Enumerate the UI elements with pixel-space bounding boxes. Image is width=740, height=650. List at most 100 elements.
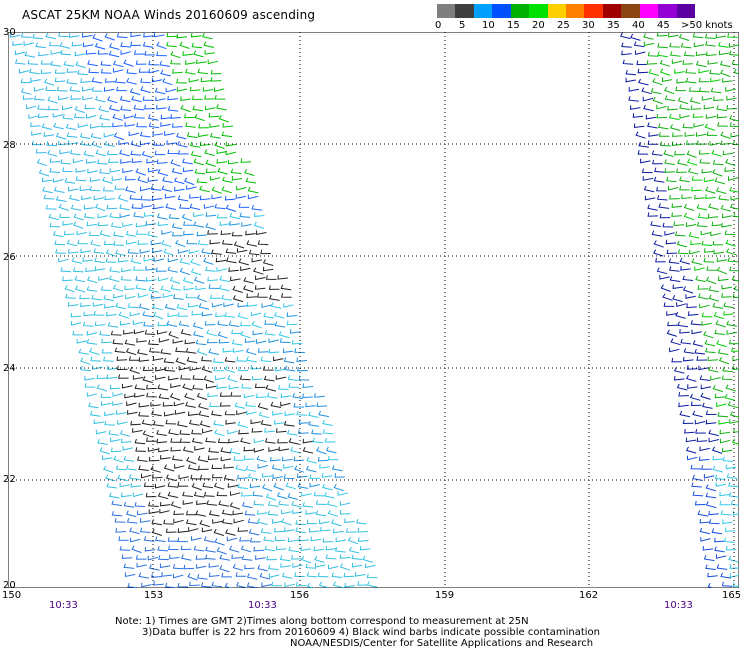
wind-barb xyxy=(231,339,243,346)
wind-barb xyxy=(125,186,136,193)
wind-barb xyxy=(168,429,179,436)
wind-barb xyxy=(246,302,258,307)
wind-barb xyxy=(213,528,225,536)
wind-barb xyxy=(141,582,152,588)
wind-barb xyxy=(153,141,164,146)
wind-barb xyxy=(123,501,135,508)
wind-barb xyxy=(715,320,726,328)
wind-barb xyxy=(283,420,295,427)
wind-barb xyxy=(141,419,153,426)
wind-barb xyxy=(133,104,145,111)
wind-barb xyxy=(185,519,197,526)
wind-barb xyxy=(229,491,241,496)
wind-barb xyxy=(126,240,137,245)
wind-barb xyxy=(173,401,185,407)
wind-barb xyxy=(206,329,217,337)
wind-barb xyxy=(126,464,137,471)
wind-barb xyxy=(659,213,671,219)
wind-barb xyxy=(159,60,170,67)
wind-barb xyxy=(125,230,137,237)
wind-barb xyxy=(719,429,731,435)
wind-barb xyxy=(686,455,698,461)
wind-barb xyxy=(700,537,711,542)
wind-barb xyxy=(119,213,131,219)
wind-barb xyxy=(127,303,139,308)
wind-barb xyxy=(699,158,711,164)
wind-barb xyxy=(54,77,66,83)
wind-barb xyxy=(331,572,343,578)
wind-barb xyxy=(174,410,186,415)
wind-barb xyxy=(313,546,325,552)
wind-barb xyxy=(253,438,265,444)
wind-barb xyxy=(246,356,257,363)
wind-barb xyxy=(43,132,55,137)
wind-barb xyxy=(130,482,142,488)
wind-barb xyxy=(262,266,274,272)
wind-barb xyxy=(121,492,132,498)
wind-barb xyxy=(48,213,60,221)
wind-barb xyxy=(180,104,191,113)
wind-barb xyxy=(169,393,181,401)
wind-barb xyxy=(203,491,215,497)
wind-barb xyxy=(647,122,658,129)
wind-barb xyxy=(232,563,244,571)
wind-barb xyxy=(91,294,103,301)
wind-barb xyxy=(270,401,282,408)
wind-barb xyxy=(220,230,232,236)
wind-barb xyxy=(291,501,302,508)
wind-barb xyxy=(191,42,203,49)
wind-barb xyxy=(251,257,262,263)
wind-barb xyxy=(339,554,351,559)
wind-barb xyxy=(690,320,702,326)
wind-barb xyxy=(729,339,739,345)
wind-barb xyxy=(732,510,739,516)
wind-barb xyxy=(143,32,154,38)
wind-barb xyxy=(645,114,657,120)
wind-barb xyxy=(74,105,85,114)
legend-label: 20 xyxy=(532,20,545,31)
wind-barb xyxy=(100,60,112,66)
wind-barb xyxy=(200,582,212,588)
wind-barb xyxy=(237,421,248,428)
wind-barb xyxy=(725,87,736,92)
wind-barb xyxy=(159,455,171,460)
wind-barb xyxy=(652,159,663,165)
wind-barb xyxy=(131,545,142,554)
wind-barb xyxy=(47,105,59,111)
wind-barb xyxy=(675,311,686,319)
wind-barb xyxy=(214,429,225,437)
legend-color-swatch xyxy=(437,4,456,18)
wind-barb xyxy=(729,573,739,578)
wind-barb xyxy=(238,203,250,208)
wind-barb xyxy=(700,230,712,236)
wind-barb xyxy=(89,177,101,182)
wind-barb xyxy=(214,141,225,149)
time-label: 10:33 xyxy=(248,600,277,611)
wind-barb xyxy=(213,482,225,490)
wind-barb xyxy=(165,474,177,482)
wind-barb xyxy=(62,276,73,282)
wind-barb xyxy=(191,95,203,100)
wind-barb xyxy=(268,447,279,452)
wind-barb xyxy=(159,563,171,569)
wind-barb xyxy=(641,87,652,95)
wind-barb xyxy=(625,69,637,76)
wind-barb xyxy=(725,384,736,392)
wind-barb xyxy=(308,420,319,427)
wind-barb xyxy=(295,519,306,526)
wind-barb xyxy=(56,86,68,92)
wind-barb xyxy=(208,284,220,289)
wind-barb xyxy=(351,554,363,560)
wind-barb xyxy=(125,348,137,356)
wind-barb xyxy=(233,456,245,461)
wind-barb xyxy=(194,446,205,451)
wind-barb xyxy=(191,536,202,541)
wind-barb xyxy=(271,464,283,471)
wind-barb xyxy=(143,482,155,487)
wind-barb xyxy=(710,231,721,237)
wind-barb xyxy=(148,60,159,66)
wind-barb xyxy=(180,374,191,380)
wind-barb xyxy=(717,411,729,418)
wind-barb xyxy=(71,257,83,264)
wind-barb xyxy=(260,356,272,362)
